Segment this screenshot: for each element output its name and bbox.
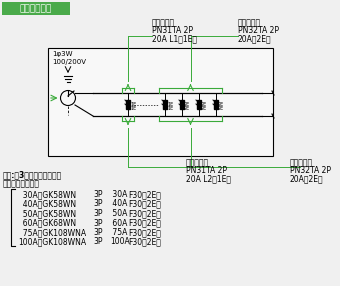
Text: 3P: 3P <box>93 190 102 199</box>
Text: 30A：GK58WN: 30A：GK58WN <box>18 190 76 199</box>
Bar <box>180 105 184 109</box>
Text: 100/200V: 100/200V <box>52 59 86 65</box>
Text: 100A：GK108WNA: 100A：GK108WNA <box>18 237 86 247</box>
Text: F30（2E）: F30（2E） <box>128 237 161 247</box>
Text: 20A L1（1E）: 20A L1（1E） <box>152 34 197 43</box>
Bar <box>126 105 130 109</box>
Text: 3P: 3P <box>93 200 102 208</box>
Text: 30A: 30A <box>110 190 128 199</box>
Text: 20A L2（1E）: 20A L2（1E） <box>186 174 231 183</box>
Text: プチスリム: プチスリム <box>186 158 209 167</box>
Text: 50A: 50A <box>110 209 128 218</box>
Text: 3P: 3P <box>93 209 102 218</box>
Text: PN31TA 2P: PN31TA 2P <box>152 26 193 35</box>
Bar <box>163 105 167 109</box>
Text: 2E: 2E <box>218 106 224 111</box>
Text: F30（2E）: F30（2E） <box>128 200 161 208</box>
Text: 20A（2E）: 20A（2E） <box>290 174 324 183</box>
Bar <box>180 100 184 104</box>
Bar <box>126 100 130 104</box>
Text: 漏電ブレーカ: 漏電ブレーカ <box>3 179 40 188</box>
Bar <box>214 100 218 104</box>
Text: F30（2E）: F30（2E） <box>128 190 161 199</box>
Text: 75A：GK108WNA: 75A：GK108WNA <box>18 228 86 237</box>
Text: 1E: 1E <box>130 106 136 111</box>
Text: 40A：GK58WN: 40A：GK58WN <box>18 200 76 208</box>
Bar <box>197 105 201 109</box>
Text: 50A：GK58WN: 50A：GK58WN <box>18 209 76 218</box>
Text: 60A：GK68WN: 60A：GK68WN <box>18 219 76 227</box>
Text: 2E: 2E <box>201 106 207 111</box>
Text: 3P: 3P <box>93 237 102 247</box>
Text: 3P: 3P <box>93 228 102 237</box>
FancyBboxPatch shape <box>2 2 70 15</box>
Text: 2E: 2E <box>184 106 190 111</box>
Text: 40A: 40A <box>110 200 128 208</box>
Text: プチスリム: プチスリム <box>290 158 313 167</box>
Text: F30（2E）: F30（2E） <box>128 228 161 237</box>
Text: 1E: 1E <box>167 106 173 111</box>
Text: 75A: 75A <box>110 228 128 237</box>
Text: PN32TA 2P: PN32TA 2P <box>238 26 279 35</box>
Text: 1E: 1E <box>167 102 173 107</box>
Text: F30（2E）: F30（2E） <box>128 219 161 227</box>
Text: PN32TA 2P: PN32TA 2P <box>290 166 331 175</box>
Text: プチスリム: プチスリム <box>152 18 175 27</box>
Text: 1φ3W: 1φ3W <box>52 51 72 57</box>
Text: 20A（2E）: 20A（2E） <box>238 34 272 43</box>
Bar <box>214 105 218 109</box>
Text: PN31TA 2P: PN31TA 2P <box>186 166 227 175</box>
Text: 2E: 2E <box>184 102 190 107</box>
Text: 60A: 60A <box>110 219 128 227</box>
Text: 2E: 2E <box>201 102 207 107</box>
Bar <box>197 100 201 104</box>
Text: 結線図（例）: 結線図（例） <box>20 4 52 13</box>
Text: F30（2E）: F30（2E） <box>128 209 161 218</box>
Text: 1E: 1E <box>130 102 136 107</box>
Text: プチスリム: プチスリム <box>238 18 261 27</box>
Bar <box>48 48 273 156</box>
Text: 100A: 100A <box>110 237 130 247</box>
Text: 主幹:単3中性線欠相保護付: 主幹:単3中性線欠相保護付 <box>3 170 62 179</box>
Text: 3P: 3P <box>93 219 102 227</box>
Text: 2E: 2E <box>218 102 224 107</box>
Bar <box>163 100 167 104</box>
